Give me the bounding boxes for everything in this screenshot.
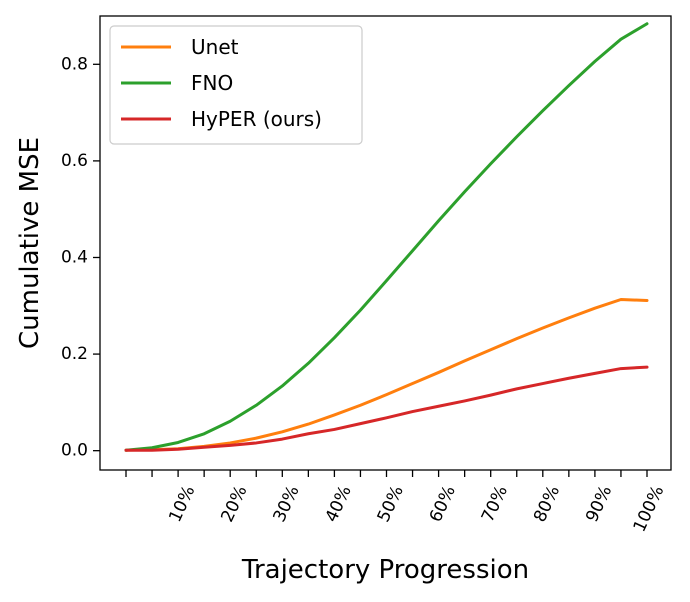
- y-axis-label: Cumulative MSE: [15, 137, 45, 349]
- y-tick-label: 0.4: [61, 247, 88, 267]
- legend-label: Unet: [191, 35, 239, 59]
- y-tick-label: 0.2: [61, 344, 88, 364]
- series-line-2: [124, 365, 649, 452]
- y-tick-label: 0.6: [61, 151, 88, 171]
- x-axis: 10% 20% 30% 40% 50% 60% 70% 80% 90% 100%: [125, 470, 668, 535]
- legend-box: [109, 25, 363, 145]
- legend: Unet FNO HyPER (ours): [109, 25, 363, 145]
- plot-frame: [99, 15, 672, 471]
- y-axis: 0.0 0.2 0.4 0.6 0.8: [61, 54, 100, 461]
- series-layer: [124, 22, 649, 452]
- y-tick-label: 0.0: [61, 441, 88, 461]
- legend-label: HyPER (ours): [191, 107, 322, 131]
- y-tick-label: 0.8: [61, 54, 88, 74]
- series-line-1: [124, 22, 649, 452]
- legend-label: FNO: [191, 71, 233, 95]
- x-axis-label: Trajectory Progression: [241, 555, 529, 585]
